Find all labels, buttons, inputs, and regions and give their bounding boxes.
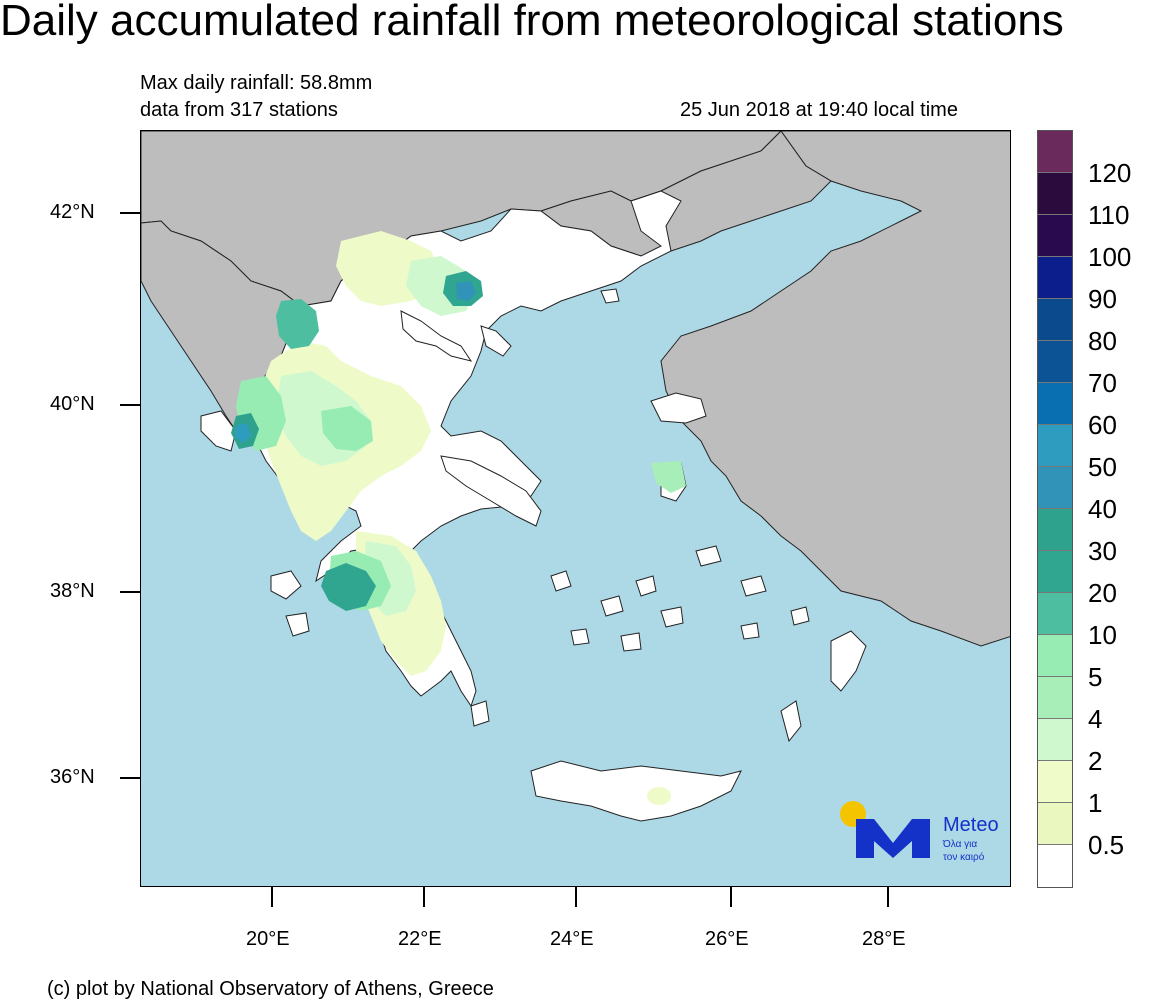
lon-label: 28°E — [862, 928, 906, 950]
colorbar-segment — [1038, 215, 1072, 257]
map-svg: Meteo Όλα για τον καιρό — [141, 131, 1010, 863]
colorbar-segment — [1038, 173, 1072, 215]
colorbar-label: 4 — [1088, 704, 1103, 734]
colorbar-segment — [1038, 761, 1072, 803]
lon-label: 24°E — [550, 928, 594, 950]
meteo-logo: Meteo Όλα για τον καιρό — [840, 801, 999, 863]
colorbar-label: 110 — [1088, 200, 1130, 230]
lon-tick — [575, 887, 577, 907]
lat-tick — [120, 777, 140, 779]
timestamp-text: 25 Jun 2018 at 19:40 local time — [680, 99, 958, 121]
colorbar-label: 1 — [1088, 788, 1103, 818]
colorbar-label: 100 — [1088, 242, 1132, 272]
rainfall-shading — [231, 231, 686, 805]
colorbar-segment — [1038, 719, 1072, 761]
lat-label: 40°N — [50, 393, 95, 415]
colorbar — [1037, 130, 1073, 888]
colorbar-label: 30 — [1088, 536, 1117, 566]
colorbar-label: 0.5 — [1088, 830, 1125, 860]
lon-tick — [730, 887, 732, 907]
colorbar-segment — [1038, 677, 1072, 719]
colorbar-segment — [1038, 845, 1072, 887]
colorbar-label: 60 — [1088, 410, 1117, 440]
lat-tick — [120, 212, 140, 214]
colorbar-segment — [1038, 131, 1072, 173]
colorbar-segment — [1038, 467, 1072, 509]
colorbar-label: 120 — [1088, 158, 1132, 188]
colorbar-segment — [1038, 257, 1072, 299]
lon-label: 22°E — [398, 928, 442, 950]
colorbar-label: 40 — [1088, 494, 1117, 524]
logo-brand: Meteo — [943, 814, 999, 836]
colorbar-label: 90 — [1088, 284, 1117, 314]
lon-label: 20°E — [246, 928, 290, 950]
colorbar-label: 20 — [1088, 578, 1117, 608]
colorbar-segment — [1038, 383, 1072, 425]
colorbar-label: 70 — [1088, 368, 1117, 398]
colorbar-segment — [1038, 341, 1072, 383]
rainfall-map: Meteo Όλα για τον καιρό — [140, 130, 1011, 887]
colorbar-segment — [1038, 803, 1072, 845]
lat-label: 36°N — [50, 766, 95, 788]
logo-tagline-2: τον καιρό — [943, 851, 985, 863]
lon-tick — [887, 887, 889, 907]
credit-text: (c) plot by National Observatory of Athe… — [47, 978, 494, 1000]
colorbar-label: 50 — [1088, 452, 1117, 482]
lat-tick — [120, 591, 140, 593]
max-rainfall-text: Max daily rainfall: 58.8mm — [140, 72, 373, 94]
colorbar-segment — [1038, 635, 1072, 677]
meteo-m-icon — [856, 819, 930, 858]
colorbar-segment — [1038, 593, 1072, 635]
colorbar-segment — [1038, 299, 1072, 341]
colorbar-segment — [1038, 509, 1072, 551]
lat-label: 42°N — [50, 201, 95, 223]
colorbar-label: 80 — [1088, 326, 1117, 356]
chart-title: Daily accumulated rainfall from meteorol… — [0, 0, 1064, 45]
lon-tick — [271, 887, 273, 907]
logo-tagline-1: Όλα για — [942, 839, 977, 850]
lat-label: 38°N — [50, 580, 95, 602]
lon-label: 26°E — [705, 928, 749, 950]
stations-count-text: data from 317 stations — [140, 99, 338, 121]
colorbar-label: 2 — [1088, 746, 1103, 776]
colorbar-segment — [1038, 425, 1072, 467]
greece-land — [200, 190, 867, 822]
colorbar-label: 5 — [1088, 662, 1103, 692]
lat-tick — [120, 404, 140, 406]
lon-tick — [423, 887, 425, 907]
colorbar-label: 10 — [1088, 620, 1117, 650]
colorbar-segment — [1038, 551, 1072, 593]
